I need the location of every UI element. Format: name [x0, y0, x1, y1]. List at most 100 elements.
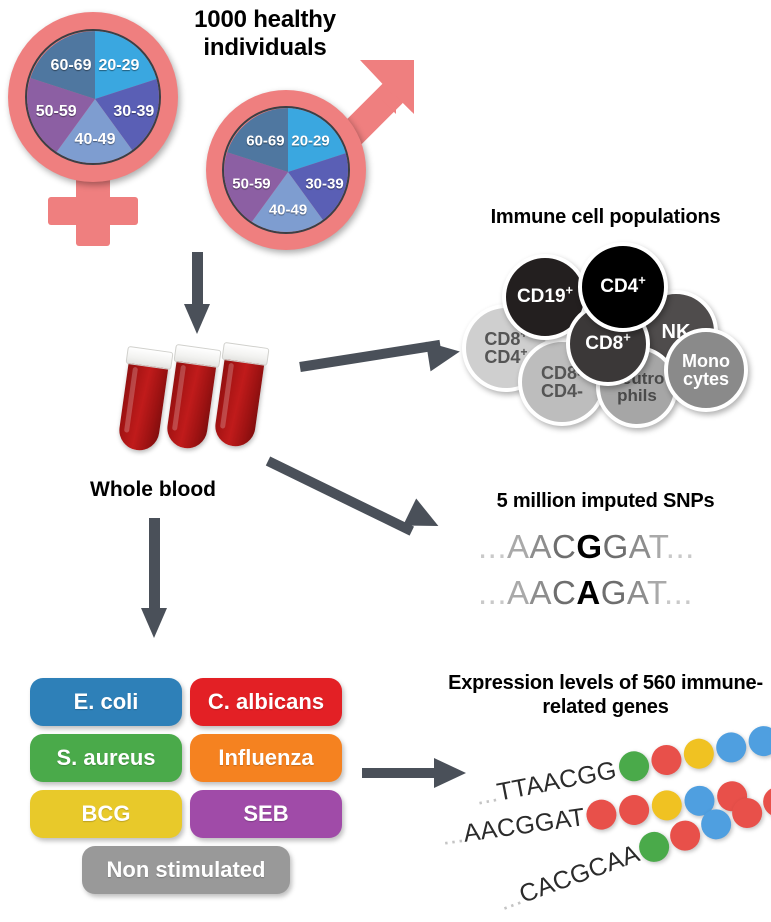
stimulus-pill-e-coli[interactable]: E. coli — [30, 678, 182, 726]
snp-suffix-ellipsis: ... — [663, 574, 693, 611]
arrow-blood-to-immune-cells — [299, 336, 470, 380]
arrow-shaft — [299, 339, 442, 372]
age-group-label-30-39: 30-39 — [305, 175, 344, 193]
age-group-label-60-69: 60-69 — [246, 132, 285, 150]
age-segment-40-49 — [55, 99, 135, 163]
stimulus-label: SEB — [243, 801, 289, 826]
arrow-shaft — [149, 518, 160, 614]
immune-cell-cd19[interactable]: CD19+ — [502, 254, 588, 340]
age-segment-50-59 — [27, 77, 95, 155]
arrow-stimuli-to-expression — [362, 756, 472, 790]
strand-sequence: ...CACGCAA — [495, 838, 644, 916]
snp-left-flank: C — [552, 528, 577, 565]
section-title-immune-cells: Immune cell populations — [490, 206, 721, 228]
snp-right-flank: A — [626, 574, 647, 611]
expression-bead — [584, 797, 619, 832]
cell-label: CD4+ — [600, 272, 646, 298]
strand-sequence: ...AACGGAT — [439, 802, 587, 851]
age-segment-60-69 — [30, 31, 96, 99]
arrow-head — [184, 304, 210, 334]
stimulus-label: S. aureus — [56, 745, 156, 770]
whole-blood-tubes — [110, 338, 285, 463]
snp-suffix-ellipsis: ... — [665, 528, 695, 565]
blood-tube — [164, 343, 222, 455]
snp-sequences: ...AACGGAT... ...AACAGAT... — [478, 528, 758, 618]
stimulus-pill-s-aureus[interactable]: S. aureus — [30, 734, 182, 782]
age-group-label-60-69: 60-69 — [50, 56, 92, 74]
snp-right-flank: A — [628, 528, 649, 565]
cell-label: Mono cytes — [682, 350, 730, 389]
stimulus-pill-c-albicans[interactable]: C. albicans — [190, 678, 342, 726]
stimulus-pill-non-stimulated[interactable]: Non stimulated — [82, 846, 290, 894]
expression-bead — [616, 748, 652, 784]
snp-right-flank: G — [602, 528, 629, 565]
snp-prefix-ellipsis: ... — [478, 528, 508, 565]
male-age-pie-chart: 20-29 30-39 40-49 50-59 60-69 — [222, 106, 350, 234]
arrow-head — [434, 758, 466, 788]
page-title-cohort: 1000 healthy individuals — [194, 6, 336, 62]
age-group-label-40-49: 40-49 — [74, 130, 116, 148]
blood-tube-fill — [212, 356, 265, 449]
arrow-head — [425, 336, 463, 372]
stimulus-pill-influenza[interactable]: Influenza — [190, 734, 342, 782]
age-segment-60-69 — [227, 108, 288, 172]
snp-left-flank: A — [507, 528, 530, 565]
age-segment-30-39 — [95, 78, 159, 155]
immune-cell-cd4[interactable]: CD4+ — [578, 242, 668, 332]
expression-bead — [713, 729, 749, 766]
cell-label: CD19+ — [516, 282, 574, 308]
section-title-snps: 5 million imputed SNPs — [496, 490, 715, 512]
female-age-pie-chart: 20-29 30-39 40-49 50-59 60-69 — [25, 29, 161, 165]
stimulus-label: C. albicans — [207, 689, 325, 714]
female-symbol-crossbar — [48, 197, 138, 225]
expression-bead — [648, 742, 684, 778]
snp-variant-allele: G — [576, 528, 603, 565]
age-segment-40-49 — [250, 172, 326, 232]
expression-bead — [681, 736, 717, 772]
age-group-label-20-29: 20-29 — [291, 132, 330, 150]
arrow-shaft — [265, 456, 414, 536]
age-segment-20-29 — [288, 108, 348, 172]
age-group-label-40-49: 40-49 — [268, 201, 308, 219]
snp-sequence-row: ...AACAGAT... — [478, 574, 693, 612]
snp-right-flank: G — [600, 574, 627, 611]
blood-tube-fill — [116, 360, 169, 453]
stimulus-label: Influenza — [218, 745, 314, 770]
snp-variant-allele: A — [576, 574, 601, 611]
male-symbol-arrow-head — [356, 60, 414, 118]
snp-sequence-row: ...AACGGAT... — [478, 528, 695, 566]
blood-tube — [116, 345, 174, 457]
female-gender-symbol: 20-29 30-39 40-49 50-59 60-69 — [8, 12, 188, 246]
blood-tube-fill — [164, 358, 217, 451]
section-title-expression: Expression levels of 560 immune-related … — [448, 672, 763, 718]
snp-left-flank: A — [529, 574, 553, 611]
stimulus-pill-seb[interactable]: SEB — [190, 790, 342, 838]
arrow-cohort-to-blood — [184, 252, 210, 334]
male-gender-symbol: 20-29 30-39 40-49 50-59 60-69 — [206, 60, 426, 252]
expression-strands: ...TTAACGG ...AACGGAT ...CACGCAA — [440, 723, 771, 916]
snp-right-flank: T — [648, 528, 666, 565]
cell-label: CD8+CD4+ — [484, 328, 528, 367]
snp-prefix-ellipsis: ... — [478, 574, 508, 611]
whole-blood-label: Whole blood — [90, 478, 216, 501]
arrow-blood-to-snps — [265, 448, 458, 558]
age-group-label-20-29: 20-29 — [98, 56, 140, 74]
stimulus-label: E. coli — [73, 689, 139, 714]
expression-bead — [650, 788, 684, 823]
snp-left-flank: C — [552, 574, 577, 611]
age-segment-20-29 — [95, 31, 159, 99]
stimuli-panel: E. coli C. albicans S. aureus Influenza … — [30, 678, 350, 894]
expression-bead — [745, 723, 771, 759]
stimulus-pill-bcg[interactable]: BCG — [30, 790, 182, 838]
blood-tube — [212, 341, 270, 453]
snp-left-flank: A — [529, 528, 553, 565]
arrow-blood-to-stimuli — [140, 518, 168, 644]
cell-label: CD8+ — [585, 329, 631, 355]
expression-bead — [666, 816, 705, 855]
immune-cell-monocytes[interactable]: Mono cytes — [664, 328, 748, 412]
immune-cell-cluster: CD19+ CD4+ CD8+CD4+ CD8+ NK CD8-CD4- Neu… — [462, 242, 762, 428]
arrow-head — [141, 608, 167, 638]
cell-label: CD8- CD4- — [540, 362, 583, 401]
expression-bead — [617, 793, 652, 827]
